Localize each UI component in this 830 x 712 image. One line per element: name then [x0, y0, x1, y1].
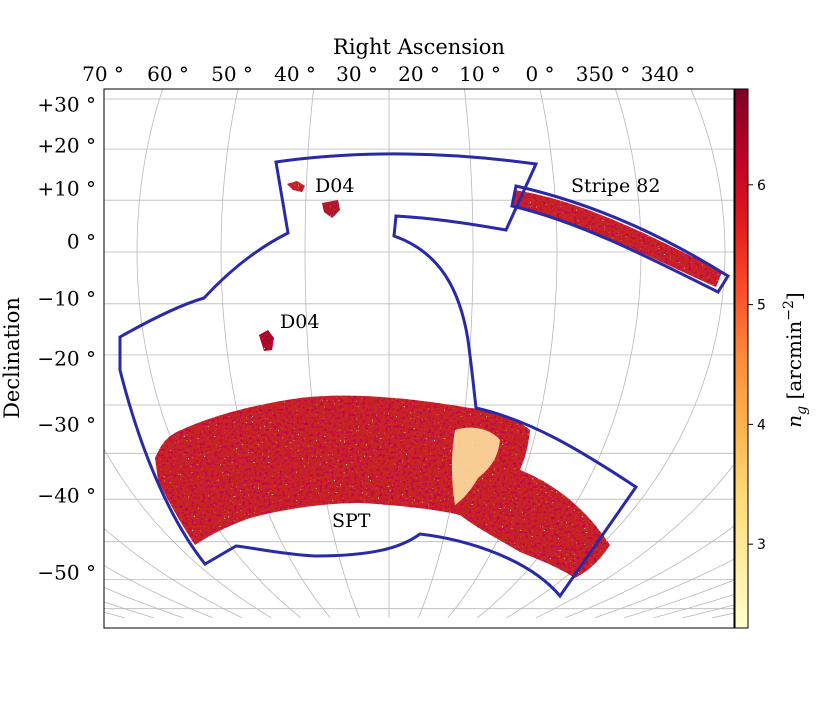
footprint-outlines — [118, 152, 731, 599]
region-label-spt: SPT — [332, 510, 371, 532]
meridian-line — [801, 0, 830, 618]
region-label-d04-north: D04 — [315, 175, 354, 197]
x-tick-label: 0 ° — [525, 62, 554, 86]
colorbar-tick-label: 5 — [757, 298, 766, 314]
y-tick-label: −20 ° — [37, 347, 96, 371]
x-tick-label: 20 ° — [398, 62, 440, 86]
colorbar-ticks: 3 4 5 6 — [748, 178, 766, 553]
d04-density-patch-1 — [287, 181, 305, 192]
y-tick-label: −10 ° — [37, 287, 96, 311]
stripe82-density-region — [514, 190, 722, 287]
main-footprint-outline — [118, 152, 639, 599]
y-tick-label: +20 ° — [37, 134, 96, 158]
region-label-stripe82: Stripe 82 — [571, 175, 660, 197]
x-tick-label: 10 ° — [459, 62, 501, 86]
y-tick-label: −50 ° — [37, 561, 96, 585]
spt-pale-patch — [451, 427, 500, 505]
x-tick-label: 30 ° — [336, 62, 378, 86]
meridian-line — [506, 89, 726, 619]
y-axis-title: Declination — [0, 297, 24, 419]
meridian-line — [535, 463, 734, 619]
y-tick-label: −30 ° — [37, 413, 96, 437]
x-axis-title: Right Ascension — [333, 35, 505, 59]
colorbar-tick-label: 6 — [757, 178, 766, 194]
x-tick-labels: 70 ° 60 ° 50 ° 40 ° 30 ° 20 ° 10 ° 0 ° 350 ° 340 … — [82, 62, 695, 86]
stripe82-outline — [510, 184, 731, 294]
axes-frame — [103, 88, 735, 629]
meridian-line — [565, 525, 734, 619]
meridian-line — [220, 89, 331, 619]
plot-area — [104, 89, 734, 628]
x-tick-label: 60 ° — [147, 62, 189, 86]
y-tick-label: −40 ° — [37, 484, 96, 508]
colorbar-gradient — [734, 88, 749, 629]
colorbar-tick-label: 4 — [757, 417, 766, 433]
y-tick-label: 0 ° — [67, 230, 96, 254]
region-label-d04-south: D04 — [280, 311, 319, 333]
colorbar: 3 4 5 6 ng [arcmin−2] — [734, 88, 810, 629]
colorbar-tick-label: 3 — [757, 537, 766, 553]
x-tick-label: 40 ° — [274, 62, 316, 86]
x-tick-label: 50 ° — [211, 62, 253, 86]
meridian-line — [418, 89, 474, 618]
y-tick-label: +10 ° — [37, 177, 96, 201]
density-map — [155, 181, 722, 578]
x-tick-label: 350 ° — [576, 62, 631, 86]
x-tick-label: 70 ° — [82, 62, 124, 86]
y-tick-label: +30 ° — [37, 93, 96, 117]
colorbar-label: ng [arcmin−2] — [781, 292, 810, 427]
x-tick-label: 340 ° — [641, 62, 696, 86]
y-tick-labels: +30 ° +20 ° +10 ° 0 ° −10 ° −20 ° −30 ° −40 ° −5… — [37, 93, 96, 585]
d04-density-patch-3 — [259, 330, 274, 351]
meridian-line — [304, 89, 360, 618]
d04-density-patch-2 — [322, 200, 340, 218]
meridian-line — [104, 448, 272, 619]
